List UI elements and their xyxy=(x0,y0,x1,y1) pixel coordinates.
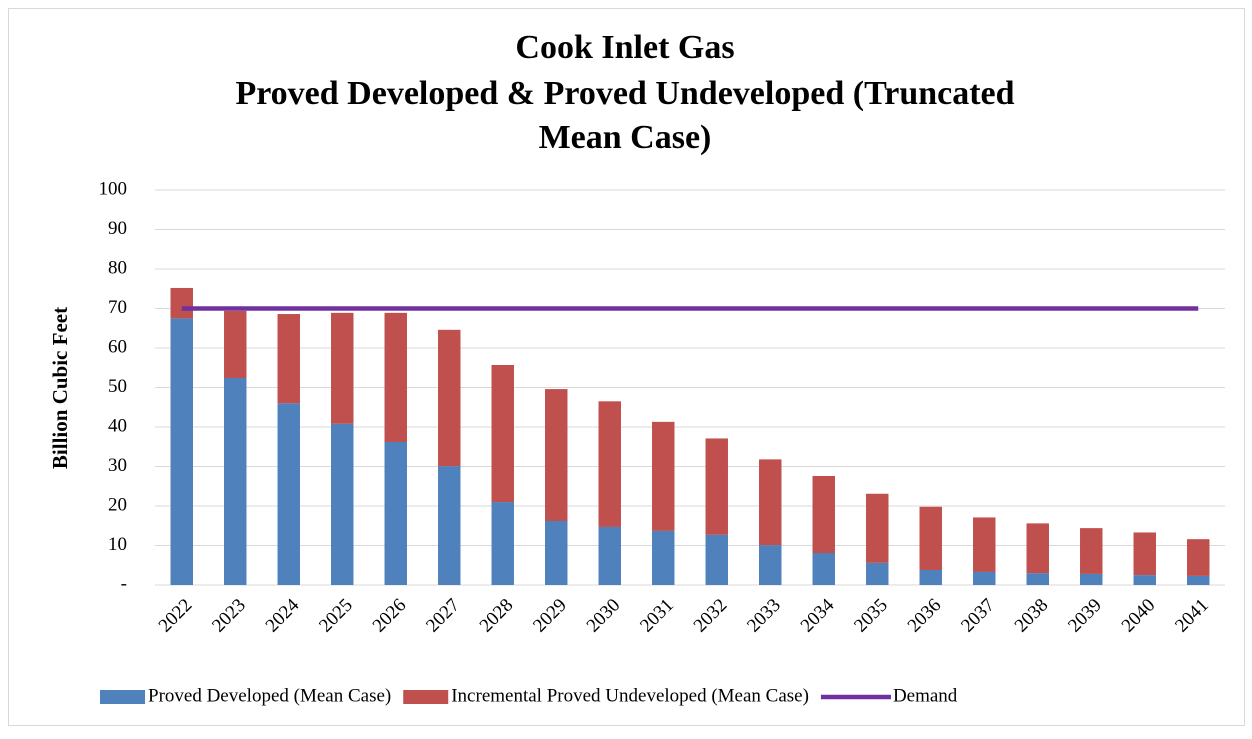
bar xyxy=(384,312,407,443)
bar xyxy=(491,502,514,585)
y-tick-label: - xyxy=(121,573,127,594)
bar xyxy=(759,545,782,585)
chart-title: Cook Inlet Gas xyxy=(515,29,734,66)
bar xyxy=(277,403,300,585)
y-tick-label: 90 xyxy=(108,218,127,239)
bar xyxy=(170,287,193,319)
bar xyxy=(545,389,568,522)
bar xyxy=(866,493,889,563)
bar xyxy=(1187,575,1210,585)
y-tick-label: 100 xyxy=(99,178,128,199)
legend-swatch xyxy=(100,690,145,704)
bar xyxy=(438,466,461,585)
y-tick-label: 50 xyxy=(108,376,127,397)
bar xyxy=(1026,573,1049,585)
y-tick-label: 70 xyxy=(108,297,127,318)
bar xyxy=(1133,575,1156,585)
legend-label: Proved Developed (Mean Case) xyxy=(148,685,391,706)
y-tick-label: 30 xyxy=(108,455,127,476)
y-tick-label: 40 xyxy=(108,415,127,436)
bar xyxy=(652,530,675,585)
bar xyxy=(973,517,996,572)
bar xyxy=(1080,573,1103,585)
bar xyxy=(331,423,354,585)
bar xyxy=(331,312,354,424)
bar xyxy=(598,526,621,585)
bar xyxy=(652,421,675,531)
bar xyxy=(224,378,247,585)
bar xyxy=(1080,528,1103,574)
bar xyxy=(491,364,514,503)
bar xyxy=(919,569,942,585)
y-tick-label: 80 xyxy=(108,257,127,278)
bar xyxy=(1133,532,1156,576)
y-axis-label: Billion Cubic Feet xyxy=(48,307,72,469)
bar xyxy=(812,553,835,585)
y-tick-label: 10 xyxy=(108,534,127,555)
chart-border xyxy=(8,8,1245,726)
bar xyxy=(812,475,835,554)
bar xyxy=(973,571,996,585)
y-tick-label: 20 xyxy=(108,494,127,515)
bar xyxy=(1187,539,1210,576)
bar xyxy=(705,534,728,585)
legend-label: Incremental Proved Undeveloped (Mean Cas… xyxy=(451,685,809,706)
bar xyxy=(277,314,300,404)
bar xyxy=(438,329,461,467)
legend-swatch xyxy=(403,690,449,704)
bar xyxy=(170,318,193,585)
bar xyxy=(705,438,728,535)
legend-label: Demand xyxy=(893,685,958,706)
bar xyxy=(384,442,407,585)
bar xyxy=(224,310,247,379)
y-tick-label: 60 xyxy=(108,336,127,357)
bar xyxy=(545,521,568,585)
bar xyxy=(866,562,889,585)
bar xyxy=(598,401,621,527)
bar xyxy=(919,506,942,570)
chart-title: Mean Case) xyxy=(539,119,712,156)
chart-title: Proved Developed & Proved Undeveloped (T… xyxy=(235,75,1014,112)
bar xyxy=(1026,523,1049,574)
bar xyxy=(759,459,782,546)
